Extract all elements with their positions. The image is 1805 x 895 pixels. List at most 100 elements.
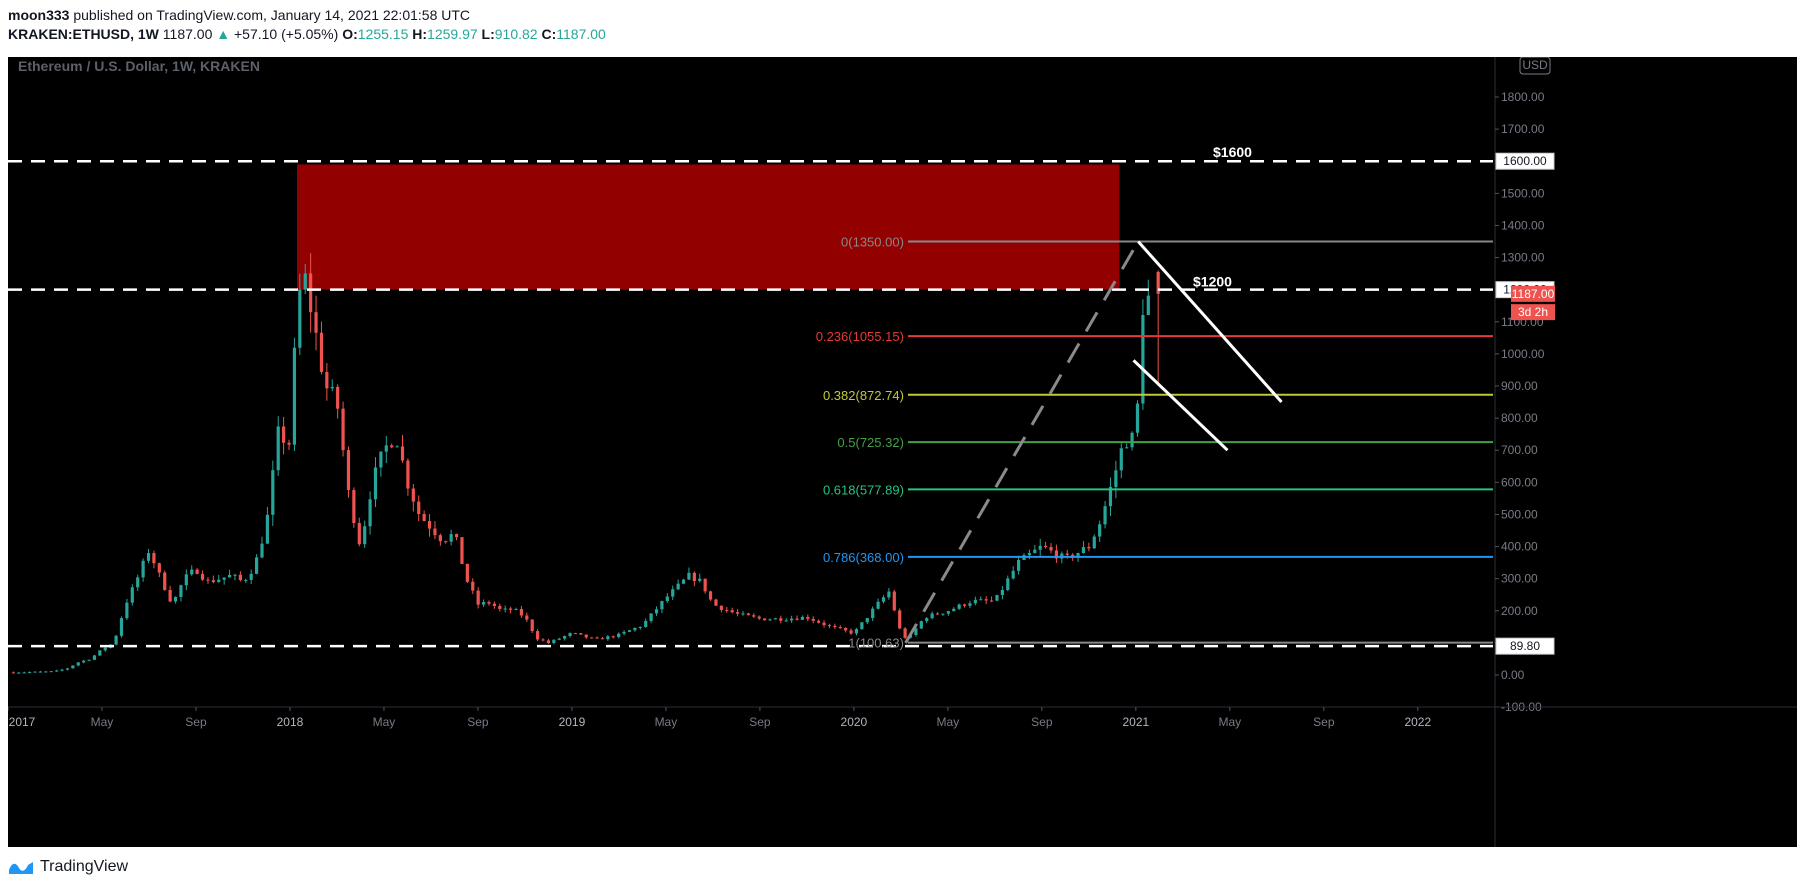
candle-body (692, 572, 696, 582)
candle-body (363, 526, 367, 545)
candle-body (503, 608, 507, 610)
candle-body (206, 579, 210, 581)
candle-body (984, 599, 988, 601)
candle-body (698, 578, 702, 582)
candle-body (1065, 553, 1069, 555)
candle-body (860, 622, 864, 630)
candle-body (157, 563, 161, 573)
high-label: H: (412, 26, 428, 42)
candle-body (741, 613, 745, 615)
candle-body (195, 569, 199, 574)
candle-body (941, 613, 945, 615)
candle-body (725, 609, 729, 611)
tradingview-brand[interactable]: TradingView (40, 858, 129, 875)
candle-body (141, 560, 145, 578)
candle-body (541, 639, 545, 641)
candle-body (1044, 545, 1048, 548)
candle-body (406, 460, 410, 489)
candle-body (708, 591, 713, 600)
candle-body (211, 580, 215, 583)
x-tick-label: Sep (185, 715, 207, 729)
candle-body (762, 618, 767, 621)
candle-body (649, 613, 653, 621)
candle-body (1038, 545, 1042, 550)
candle-body (633, 627, 637, 631)
candle-body (1087, 547, 1091, 549)
resistance-zone (297, 164, 1120, 290)
candle-body (227, 574, 232, 578)
candle-body (844, 628, 848, 631)
candle-body (849, 630, 853, 634)
candle-body (1081, 547, 1086, 554)
x-tick-label: 2020 (841, 715, 868, 729)
publish-line: moon333 published on TradingView.com, Ja… (8, 6, 606, 25)
y-tick-label: 1800.00 (1501, 90, 1545, 104)
candle-body (892, 591, 896, 611)
candle-body (611, 636, 615, 638)
price-badge-label: 89.80 (1510, 639, 1540, 653)
candle-body (714, 599, 718, 606)
candle-body (233, 574, 237, 576)
candle-body (854, 629, 859, 634)
price-badge (1495, 152, 1555, 170)
candle-body (373, 467, 378, 500)
candle-body (438, 535, 442, 542)
candle-body (454, 534, 459, 538)
candle-body (752, 615, 756, 617)
candle-body (460, 537, 464, 564)
candle-body (573, 633, 578, 635)
price-badge-label: 1600.00 (1503, 154, 1547, 168)
candle-body (903, 628, 907, 638)
candle-body (811, 618, 815, 621)
x-tick-label: May (91, 715, 114, 729)
candle-body (325, 371, 329, 389)
candle-body (514, 608, 518, 610)
candle-body (898, 610, 902, 629)
chart-area[interactable]: Ethereum / U.S. Dollar, 1W, KRAKEN $1600 $… (7, 56, 1797, 847)
candle-body (146, 553, 151, 561)
candle-body (703, 578, 707, 592)
x-tick-label: 2021 (1122, 715, 1149, 729)
candle-body (17, 672, 21, 674)
candle-body (179, 585, 183, 597)
author-name[interactable]: moon333 (8, 7, 70, 23)
price-badge-label: 1187.00 (1512, 287, 1555, 301)
y-tick-label: 1500.00 (1501, 186, 1545, 200)
candle-body (287, 442, 291, 445)
symbol-label: KRAKEN:ETHUSD, 1W (8, 26, 159, 42)
candle-body (865, 618, 869, 623)
price-badge (1511, 304, 1555, 321)
x-tick-label: Sep (749, 715, 771, 729)
candle-body (584, 634, 588, 638)
candle-body (925, 618, 929, 622)
candle-body (617, 633, 621, 638)
x-tick-label: Sep (1313, 715, 1335, 729)
candle-body (44, 671, 48, 673)
fib-level-label: 0.382(872.74) (823, 388, 904, 403)
candle-body (952, 608, 956, 612)
candle-body (838, 627, 842, 629)
candle-body (292, 347, 297, 445)
y-tick-label: 500.00 (1501, 507, 1538, 521)
price-badge (1495, 637, 1555, 655)
candle-body (368, 499, 372, 527)
candle-body (995, 594, 999, 601)
candle-body (125, 602, 129, 619)
high-value: 1259.97 (427, 26, 478, 42)
candle-body (471, 581, 475, 591)
chart-title: Ethereum / U.S. Dollar, 1W, KRAKEN (18, 58, 260, 74)
x-tick-label: Sep (467, 715, 489, 729)
tradingview-logo-icon[interactable] (8, 859, 34, 875)
candle-body (319, 332, 324, 372)
candle-body (1027, 553, 1032, 556)
candle-body (638, 626, 642, 628)
candle-body (557, 638, 561, 640)
candle-body (384, 445, 388, 452)
candle-body (309, 273, 313, 313)
price-chart[interactable]: Ethereum / U.S. Dollar, 1W, KRAKEN $1600 $… (7, 56, 1797, 847)
candle-body (82, 660, 86, 663)
close-label: C: (541, 26, 557, 42)
candle-body (654, 609, 659, 614)
candle-body (822, 622, 826, 626)
candle-body (779, 618, 783, 621)
